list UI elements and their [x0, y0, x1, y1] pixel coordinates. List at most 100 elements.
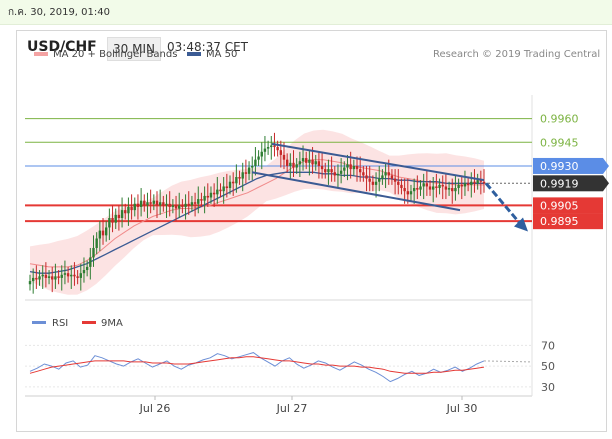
candle-body: [76, 276, 79, 278]
candle-body: [422, 183, 425, 187]
candle-body: [174, 205, 178, 209]
candle-body: [31, 277, 35, 282]
candle-body: [451, 188, 454, 192]
rsi-legend-swatch: [32, 321, 46, 324]
candle-body: [419, 186, 422, 190]
level-label-1: 0.9945: [540, 136, 579, 149]
candle-body: [454, 188, 457, 192]
candle-body: [308, 159, 311, 163]
candle-body: [466, 183, 470, 185]
candle-body: [273, 145, 276, 148]
candle-body: [190, 202, 194, 206]
candle-body: [444, 186, 448, 190]
candle-body: [292, 162, 295, 168]
candle-body: [324, 169, 327, 173]
candle-body: [216, 189, 219, 195]
candle-body: [66, 273, 70, 277]
candle-body: [197, 199, 200, 204]
candle-body: [111, 218, 114, 223]
candle-body: [374, 181, 378, 185]
candle-body: [482, 181, 486, 184]
rsi-tick-label: 30: [541, 381, 555, 394]
candle-body: [95, 238, 98, 248]
candle-body: [358, 169, 362, 173]
rsi-ma-legend-swatch: [82, 321, 96, 324]
candle-body: [346, 164, 349, 168]
candle-body: [301, 158, 305, 162]
candle-body: [305, 158, 308, 163]
level-tag-2: 0.9930: [533, 157, 609, 174]
candle-body: [152, 200, 156, 204]
candle-body: [333, 172, 336, 176]
level-tag-bg: [533, 213, 603, 230]
candle-body: [336, 173, 340, 176]
level-tag-4: 0.9905: [533, 197, 603, 214]
ma50-swatch: [187, 52, 201, 56]
candle-body: [165, 203, 168, 206]
level-label-3: 0.9919: [540, 177, 579, 190]
candle-body: [184, 203, 187, 207]
rsi-forward-line: [483, 360, 533, 363]
bollinger-band: [30, 129, 484, 295]
candle-body: [432, 186, 435, 190]
candle-body: [463, 183, 467, 187]
candle-body: [70, 274, 73, 277]
candle-body: [365, 175, 368, 179]
candle-body: [89, 257, 92, 267]
candle-body: [54, 276, 57, 280]
candle-body: [279, 150, 283, 155]
candle-body: [387, 172, 390, 176]
candle-body: [270, 145, 273, 148]
candle-body: [203, 195, 206, 201]
candle-body: [225, 186, 229, 189]
candle-body: [98, 230, 102, 239]
candle-body: [251, 165, 254, 168]
candle-body: [219, 189, 222, 192]
candle-body: [343, 167, 346, 171]
x-tick-label: Jul 27: [276, 402, 308, 415]
candle-body: [403, 188, 406, 192]
candle-body: [79, 273, 82, 278]
level-tag-bg: [533, 175, 603, 192]
candle-body: [352, 165, 356, 170]
timeframe-button[interactable]: 30 MIN: [107, 37, 161, 61]
credit: Research © 2019 Trading Central: [433, 49, 601, 60]
candle-body: [235, 177, 238, 184]
candle-body: [460, 184, 463, 187]
candle-body: [479, 180, 483, 182]
candle-body: [298, 161, 302, 165]
legend-ma50: MA 50: [187, 49, 237, 60]
rsi-tick-label: 50: [541, 360, 555, 373]
candle-body: [438, 184, 441, 189]
level-tag-3: 0.9919: [533, 175, 609, 192]
level-tag-5: 0.9895: [533, 213, 603, 230]
candle-body: [35, 277, 38, 280]
candle-body: [285, 159, 289, 166]
candle-body: [428, 186, 432, 190]
candle-body: [266, 147, 270, 149]
candle-body: [212, 192, 216, 195]
candle-body: [146, 202, 149, 206]
candle-body: [397, 181, 400, 185]
candle-body: [339, 170, 343, 174]
level-label-4: 0.9905: [540, 199, 579, 212]
candle-body: [124, 210, 127, 214]
candle-body: [28, 281, 32, 285]
ma20-swatch: [34, 52, 48, 56]
candle-body: [247, 167, 251, 174]
candle-body: [406, 191, 410, 195]
candle-body: [101, 230, 105, 236]
level-tag-tip: [603, 175, 609, 192]
candle-body: [158, 202, 162, 206]
candle-body: [314, 161, 317, 165]
symbol-label: USD/CHF: [27, 39, 97, 55]
candle-body: [473, 181, 476, 184]
level-label-2: 0.9930: [540, 160, 579, 173]
candle-body: [206, 195, 209, 198]
timestamp: ก.ค. 30, 2019, 01:40: [8, 7, 110, 18]
candle-body: [85, 266, 89, 271]
candle-body: [457, 184, 460, 189]
candle-body: [193, 202, 197, 204]
candle-body: [390, 175, 394, 179]
candle-body: [362, 172, 365, 176]
